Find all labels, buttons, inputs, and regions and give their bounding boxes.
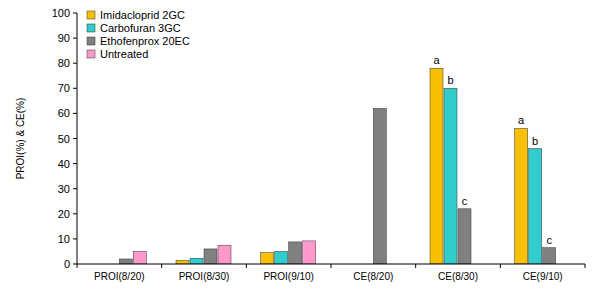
y-tick	[73, 38, 77, 39]
x-tick-label: PROI(8/20)	[94, 271, 145, 282]
y-tick	[73, 163, 77, 164]
bar	[275, 251, 288, 264]
bar	[515, 128, 528, 264]
bar	[204, 249, 217, 264]
y-tick-label: 80	[58, 57, 70, 69]
y-tick	[73, 264, 77, 265]
legend-label: Carbofuran 3GC	[100, 22, 181, 34]
x-tick	[331, 264, 332, 268]
y-tick-label: 0	[64, 258, 70, 270]
legend-swatch	[87, 50, 95, 58]
chart: 0 10 20 30 40 50 60 70 80 90 100 PROI(8/20) PROI(8/3…	[0, 0, 597, 291]
y-tick-label: 60	[58, 107, 70, 119]
legend-swatch	[87, 11, 95, 19]
legend-label: Untreated	[100, 48, 148, 60]
bar	[261, 253, 274, 264]
annotation: b	[532, 135, 538, 147]
x-tick-label: CE(8/20)	[353, 271, 393, 282]
bar	[529, 149, 542, 264]
legend: Imidacloprid 2GCCarbofuran 3GCEthofenpro…	[87, 9, 190, 60]
bar	[190, 258, 203, 264]
y-tick-label: 50	[58, 133, 70, 145]
x-tick-label: PROI(8/30)	[179, 271, 230, 282]
bar	[119, 259, 132, 264]
annotation: c	[462, 195, 468, 207]
annotation: a	[518, 114, 525, 126]
y-tick-label: 70	[58, 82, 70, 94]
annotation: c	[546, 234, 552, 246]
legend-label: Imidacloprid 2GC	[100, 9, 185, 21]
y-tick-label: 30	[58, 183, 70, 195]
x-tick-label: PROI(9/10)	[263, 271, 314, 282]
y-tick-label: 100	[52, 7, 70, 19]
legend-label: Ethofenprox 20EC	[100, 35, 190, 47]
y-tick-label: 90	[58, 32, 70, 44]
x-tick	[585, 264, 586, 268]
x-tick	[161, 264, 162, 268]
bar	[176, 260, 189, 264]
y-tick-label: 20	[58, 208, 70, 220]
bar	[444, 88, 457, 264]
x-tick	[77, 264, 78, 268]
y-tick	[73, 213, 77, 214]
legend-swatch	[87, 24, 95, 32]
y-tick-label: 10	[58, 233, 70, 245]
bar	[458, 209, 471, 264]
bars	[119, 68, 555, 264]
annotation: b	[447, 74, 453, 86]
bar	[218, 245, 231, 264]
y-tick	[73, 138, 77, 139]
y-tick-label: 40	[58, 158, 70, 170]
x-tick-label: CE(8/30)	[438, 271, 478, 282]
y-tick	[73, 188, 77, 189]
bar	[430, 68, 443, 264]
bar	[373, 108, 386, 264]
y-tick	[73, 13, 77, 14]
annotation: a	[433, 54, 440, 66]
y-tick	[73, 238, 77, 239]
y-tick	[73, 113, 77, 114]
y-axis-label: PROI(%) & CE(%)	[15, 98, 26, 180]
bar	[289, 242, 302, 264]
bar	[133, 251, 146, 264]
legend-swatch	[87, 37, 95, 45]
x-tick-label: CE(9/10)	[523, 271, 563, 282]
y-tick	[73, 88, 77, 89]
y-tick	[73, 63, 77, 64]
bar	[303, 241, 316, 264]
x-tick	[246, 264, 247, 268]
x-tick	[415, 264, 416, 268]
bar	[543, 248, 556, 264]
x-tick	[500, 264, 501, 268]
